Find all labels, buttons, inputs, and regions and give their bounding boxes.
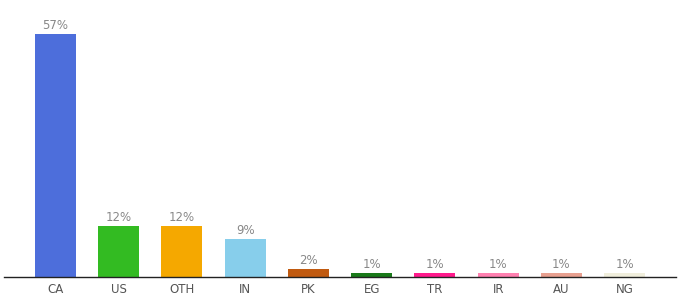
Bar — [224, 239, 266, 277]
Text: 2%: 2% — [299, 254, 318, 267]
Text: 1%: 1% — [552, 258, 571, 271]
Text: 9%: 9% — [236, 224, 254, 237]
Text: 1%: 1% — [362, 258, 381, 271]
Bar — [288, 269, 329, 277]
Text: 12%: 12% — [105, 211, 132, 224]
Bar — [604, 273, 645, 277]
Text: 1%: 1% — [426, 258, 444, 271]
Bar — [351, 273, 392, 277]
Bar — [414, 273, 456, 277]
Bar — [477, 273, 519, 277]
Bar — [35, 34, 76, 277]
Bar — [541, 273, 582, 277]
Bar — [161, 226, 203, 277]
Bar — [98, 226, 139, 277]
Text: 57%: 57% — [42, 19, 68, 32]
Text: 1%: 1% — [489, 258, 507, 271]
Text: 12%: 12% — [169, 211, 195, 224]
Text: 1%: 1% — [615, 258, 634, 271]
